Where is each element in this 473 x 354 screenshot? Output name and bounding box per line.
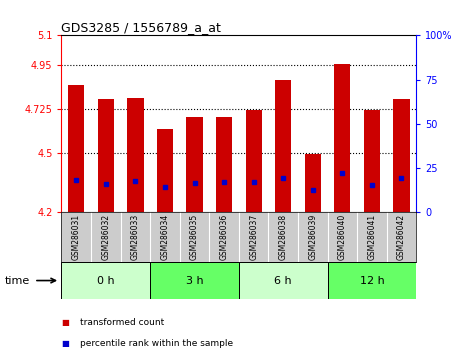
Bar [239,262,327,299]
Text: GSM286035: GSM286035 [190,214,199,260]
Text: 0 h: 0 h [97,275,114,286]
Text: GSM286042: GSM286042 [397,214,406,260]
Text: GSM286032: GSM286032 [101,214,110,260]
Bar [334,64,350,212]
Bar [98,99,114,212]
Bar [186,117,202,212]
Bar [364,110,380,212]
Text: GSM286033: GSM286033 [131,214,140,260]
Bar [68,85,84,212]
Bar [127,98,143,212]
Text: ■: ■ [61,339,70,348]
Text: GSM286041: GSM286041 [368,214,377,260]
Text: GSM286039: GSM286039 [308,214,317,260]
Bar [216,117,232,212]
Bar [305,154,321,212]
Text: GSM286036: GSM286036 [219,214,228,260]
Text: ■: ■ [61,318,70,327]
Bar [327,262,416,299]
Bar [61,262,150,299]
Bar [150,262,239,299]
Bar [394,99,410,212]
Text: GSM286034: GSM286034 [160,214,169,260]
Text: GSM286038: GSM286038 [279,214,288,260]
Text: transformed count: transformed count [80,318,165,327]
Text: time: time [5,275,30,286]
Text: 3 h: 3 h [186,275,203,286]
Text: GDS3285 / 1556789_a_at: GDS3285 / 1556789_a_at [61,21,221,34]
Text: 6 h: 6 h [274,275,292,286]
Bar [245,110,262,212]
Text: 12 h: 12 h [359,275,384,286]
Text: GSM286040: GSM286040 [338,214,347,260]
Bar [157,129,173,212]
Text: percentile rank within the sample: percentile rank within the sample [80,339,234,348]
Text: GSM286037: GSM286037 [249,214,258,260]
Bar [275,80,291,212]
Text: GSM286031: GSM286031 [72,214,81,260]
